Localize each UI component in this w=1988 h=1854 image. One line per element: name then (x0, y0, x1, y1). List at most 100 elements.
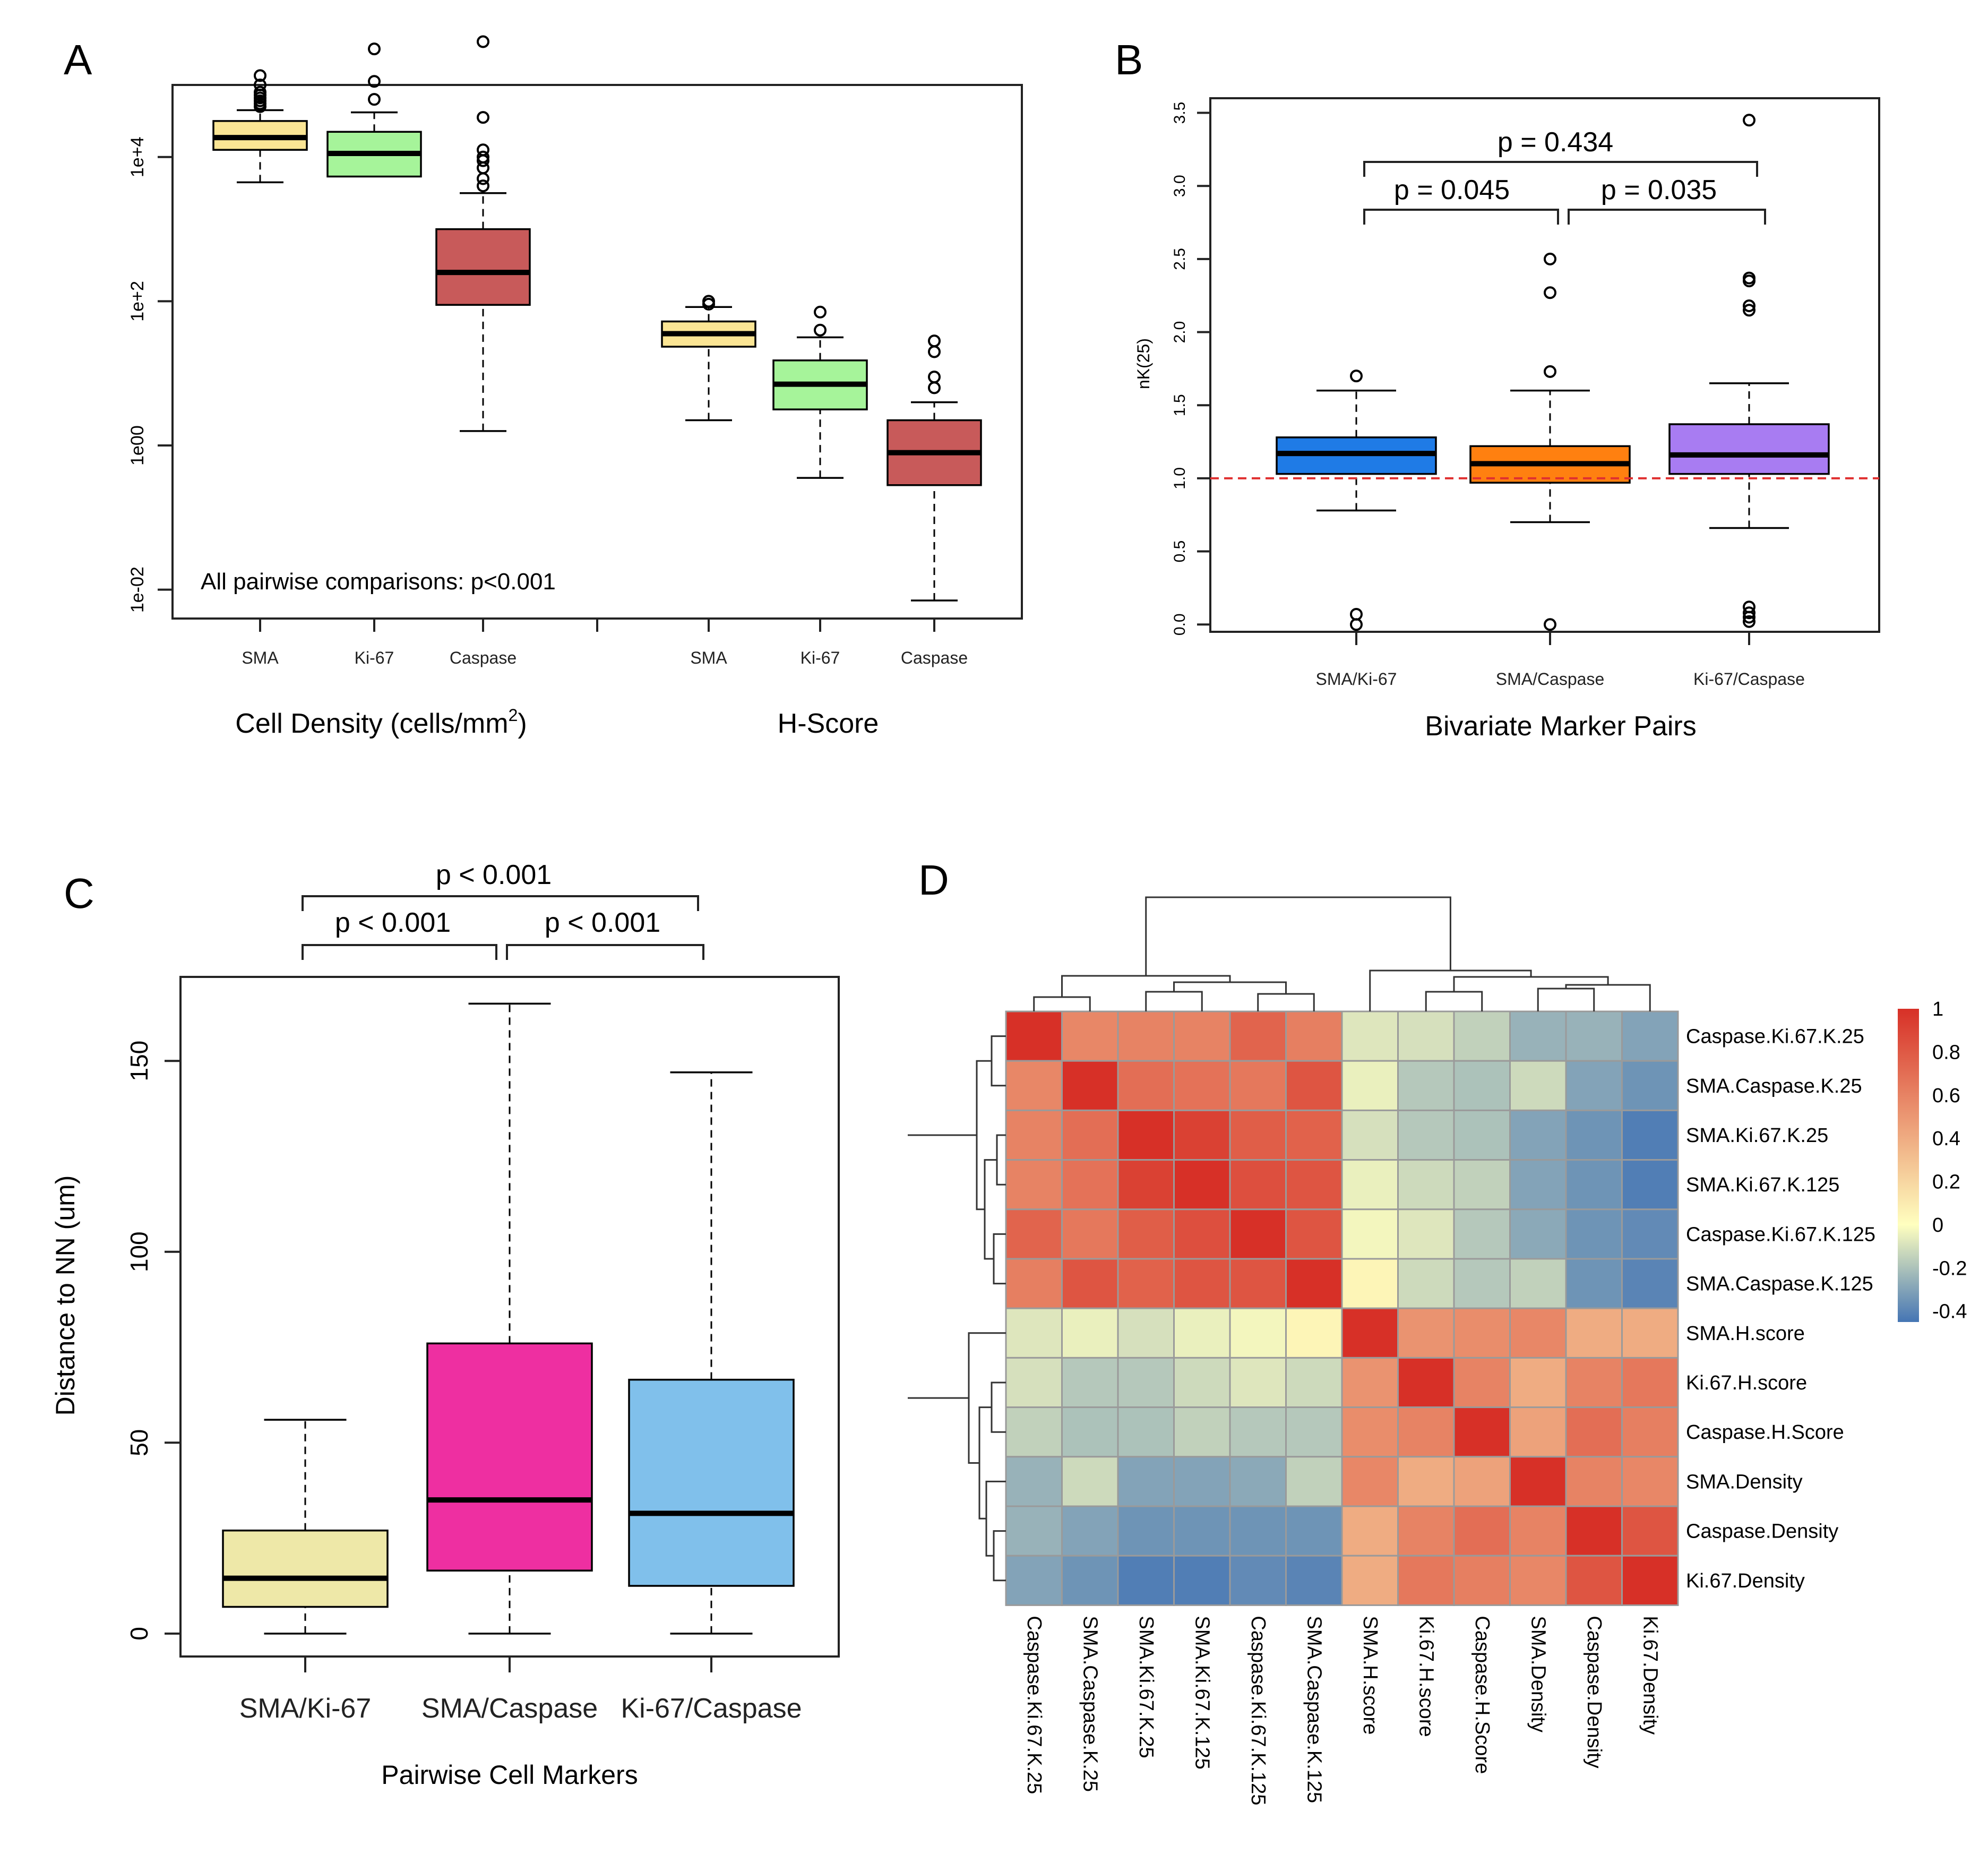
heatmap-cell (1117, 1505, 1175, 1557)
heatmap-cell (1117, 1555, 1175, 1606)
heatmap-cell (1565, 1159, 1623, 1211)
heatmap-cell (1509, 1505, 1567, 1557)
heatmap-cell (1117, 1456, 1175, 1507)
significance-bracket (302, 895, 699, 911)
heatmap-cell (1509, 1555, 1567, 1606)
heatmap-cell (1621, 1010, 1679, 1062)
outlier-point (477, 179, 489, 193)
heatmap-cell (1341, 1555, 1399, 1606)
x-tick-label: SMA (242, 648, 279, 667)
heatmap-cell (1453, 1555, 1511, 1606)
row-label: SMA.H.score (1686, 1323, 1805, 1345)
dendrogram-column-branch (1425, 991, 1483, 1011)
heatmap-cell (1117, 1258, 1175, 1309)
outlier-point (702, 295, 715, 308)
heatmap-cell (1061, 1555, 1119, 1606)
outlier-point (1743, 606, 1755, 620)
outlier-point (477, 111, 489, 124)
row-label: SMA.Caspase.K.125 (1686, 1273, 1873, 1295)
heatmap-cell (1285, 1505, 1343, 1557)
row-label: Caspase.Ki.67.K.125 (1686, 1223, 1875, 1246)
heatmap-cell (1453, 1060, 1511, 1111)
panel-label-a: A (64, 36, 92, 83)
heatmap-cell (1117, 1208, 1175, 1260)
heatmap-cell (1229, 1208, 1287, 1260)
plot-frame (171, 84, 1023, 620)
heatmap-cell (1341, 1307, 1399, 1359)
column-label: Ki.67.Density (1639, 1616, 1661, 1735)
dendrogram-column-branch (1145, 991, 1203, 1011)
column-label: SMA.Ki.67.K.25 (1135, 1616, 1157, 1758)
row-label: SMA.Ki.67.K.25 (1686, 1125, 1828, 1147)
panel-label-b: B (1115, 36, 1143, 83)
x-tick-label: SMA/Caspase (421, 1693, 598, 1724)
p-value-label: p = 0.035 (1601, 175, 1717, 205)
column-label: SMA.Ki.67.K.125 (1191, 1616, 1213, 1769)
x-tick-label: Ki-67/Caspase (621, 1693, 802, 1724)
dendrogram-column-branch (1033, 996, 1091, 1011)
heatmap-cell (1061, 1010, 1119, 1062)
heatmap-cell (1453, 1307, 1511, 1359)
dendrogram-row-branch (991, 1035, 1006, 1087)
heatmap-cell (1397, 1258, 1455, 1309)
x-tick-label: Caspase (450, 648, 517, 667)
column-label: SMA.Density (1527, 1616, 1549, 1732)
y-tick-label: 50 (125, 1429, 153, 1456)
x-tick-label: Ki-67 (801, 648, 840, 667)
heatmap-cell (1173, 1010, 1231, 1062)
outlier-point (368, 75, 381, 88)
y-tick-label: 100 (125, 1231, 153, 1272)
group-label-end: ) (518, 708, 527, 739)
heatmap-cell (1509, 1208, 1567, 1260)
heatmap-cell (1173, 1109, 1231, 1161)
heatmap-cell (1397, 1060, 1455, 1111)
heatmap-cell (1397, 1357, 1455, 1409)
outlier-point (477, 172, 489, 185)
heatmap-cell (1005, 1456, 1063, 1507)
significance-bracket (506, 944, 704, 960)
dendrogram-row-branch (968, 1332, 1006, 1464)
heatmap-cell (1509, 1159, 1567, 1211)
row-label: Caspase.Density (1686, 1521, 1838, 1543)
heatmap-cell (1621, 1258, 1679, 1309)
heatmap-cell (1005, 1258, 1063, 1309)
heatmap-cell (1565, 1109, 1623, 1161)
heatmap-cell (1229, 1307, 1287, 1359)
heatmap-cell (1285, 1307, 1343, 1359)
outlier-point (1743, 299, 1755, 312)
x-tick-label: Ki-67 (355, 648, 394, 667)
heatmap-cell (1453, 1109, 1511, 1161)
heatmap-cell (1229, 1505, 1287, 1557)
heatmap-cell (1509, 1456, 1567, 1507)
heatmap-cell (1397, 1159, 1455, 1211)
p-value-label: p < 0.001 (545, 907, 660, 938)
x-axis-label: Pairwise Cell Markers (381, 1760, 638, 1790)
heatmap-cell (1453, 1159, 1511, 1211)
heatmap-cell (1005, 1406, 1063, 1458)
heatmap-cell (1285, 1208, 1343, 1260)
heatmap-cell (1005, 1208, 1063, 1260)
column-label: Ki.67.H.score (1415, 1616, 1437, 1737)
heatmap-cell (1117, 1010, 1175, 1062)
heatmap-cell (1397, 1555, 1455, 1606)
outlier-point (928, 345, 941, 358)
heatmap-cell (1509, 1258, 1567, 1309)
outlier-point (928, 334, 941, 348)
outlier-point (368, 93, 381, 106)
heatmap-cell (1285, 1456, 1343, 1507)
outlier-point (1544, 365, 1556, 378)
outlier-point (1743, 600, 1755, 614)
heatmap-cell (1173, 1406, 1231, 1458)
heatmap-cell (1173, 1159, 1231, 1211)
heatmap-cell (1005, 1109, 1063, 1161)
outlier-point (928, 381, 941, 394)
heatmap-cell (1229, 1109, 1287, 1161)
heatmap-cell (1621, 1406, 1679, 1458)
significance-bracket (1363, 209, 1559, 225)
heatmap-cell (1453, 1258, 1511, 1309)
legend-tick-label: 0.6 (1932, 1085, 1960, 1107)
plot-frame (1209, 97, 1880, 633)
heatmap-cell (1397, 1307, 1455, 1359)
x-tick-label: Ki-67/Caspase (1693, 670, 1805, 689)
heatmap-cell (1173, 1456, 1231, 1507)
